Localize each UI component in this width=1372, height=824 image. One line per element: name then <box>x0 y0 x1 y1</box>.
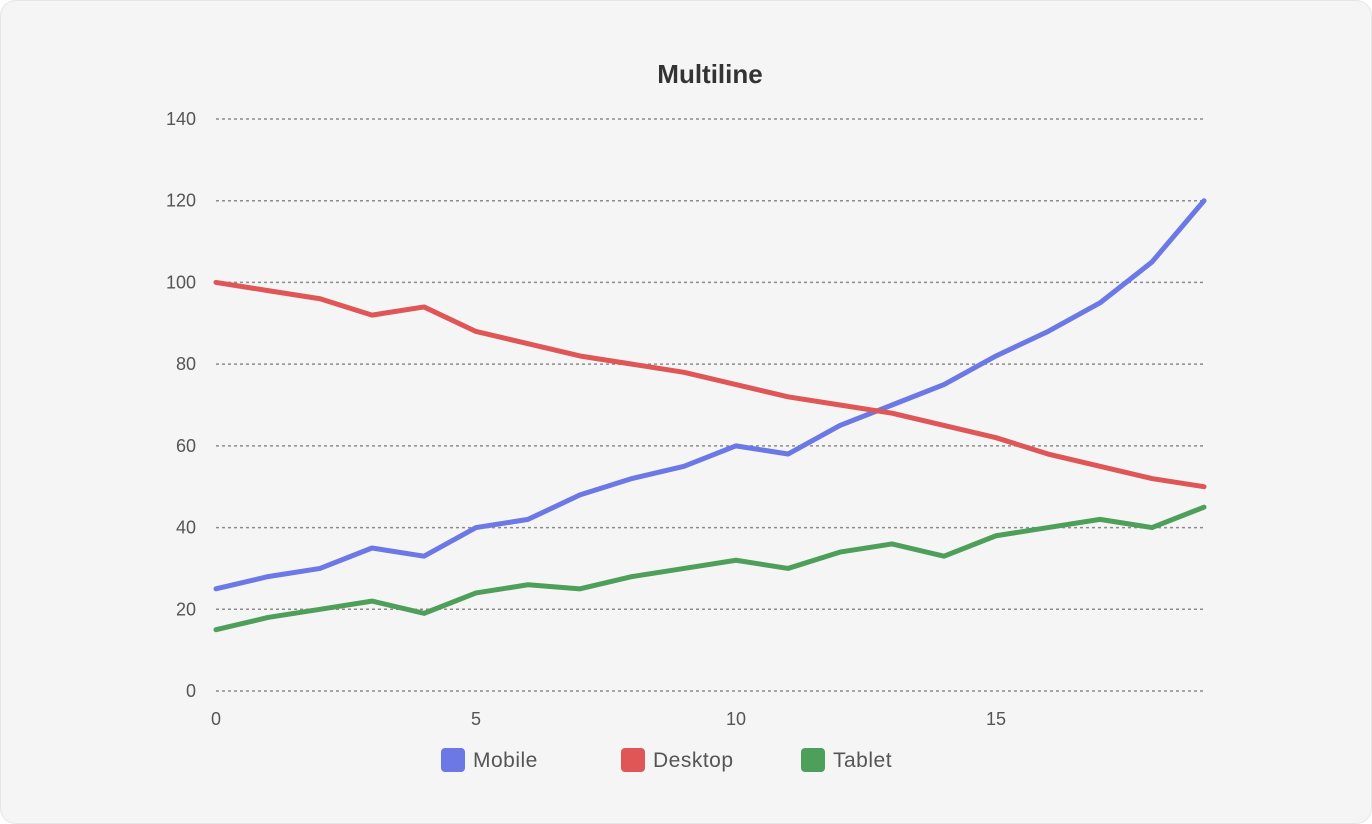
y-tick-label: 140 <box>166 109 196 129</box>
series-line-mobile <box>213 198 1207 592</box>
y-tick-label: 40 <box>176 518 196 538</box>
x-tick-label: 0 <box>211 709 221 729</box>
y-tick-label: 120 <box>166 191 196 211</box>
grid-lines <box>216 118 1204 692</box>
legend-swatch-mobile <box>441 748 465 772</box>
legend-label-tablet: Tablet <box>833 749 892 772</box>
series-lines <box>213 198 1207 633</box>
legend-label-desktop: Desktop <box>653 749 734 772</box>
y-tick-label: 20 <box>176 599 196 619</box>
x-tick-label: 10 <box>726 709 746 729</box>
y-axis-ticks: 0 20 40 60 80 100 120 140 <box>166 109 196 701</box>
legend-swatch-tablet <box>801 748 825 772</box>
series-line-tablet <box>213 504 1207 633</box>
y-tick-label: 100 <box>166 272 196 292</box>
y-tick-label: 80 <box>176 354 196 374</box>
series-line-desktop <box>213 279 1207 490</box>
legend-swatch-desktop <box>621 748 645 772</box>
x-tick-label: 5 <box>471 709 481 729</box>
chart-title: Multiline <box>657 59 762 89</box>
y-tick-label: 0 <box>186 681 196 701</box>
legend-label-mobile: Mobile <box>473 749 538 772</box>
y-tick-label: 60 <box>176 436 196 456</box>
x-axis-ticks: 0 5 10 15 <box>211 709 1006 729</box>
legend: Mobile Desktop Tablet <box>441 748 892 772</box>
x-tick-label: 15 <box>986 709 1006 729</box>
